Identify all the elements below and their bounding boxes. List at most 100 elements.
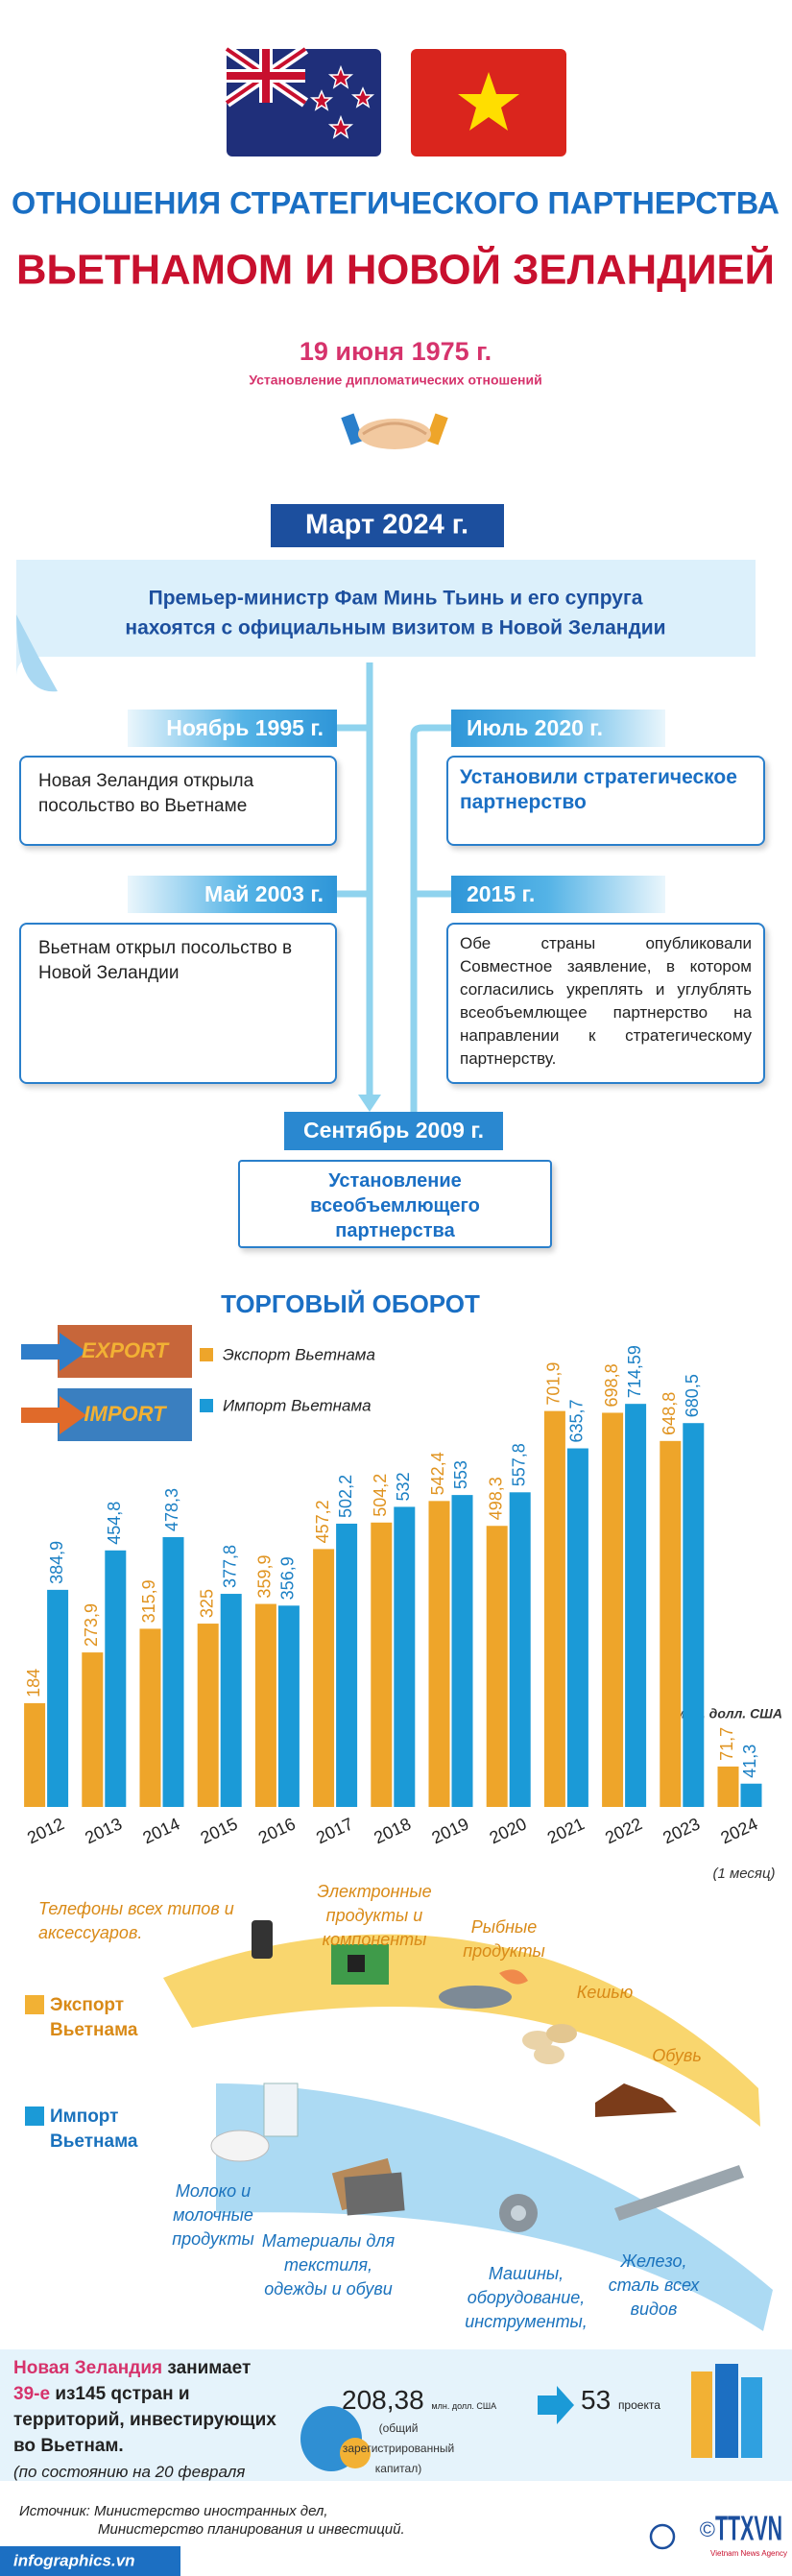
shrimp-icon: [499, 1969, 528, 1985]
legend-text: Экспорт: [50, 1995, 125, 2015]
product-text: Материалы для: [261, 2231, 396, 2251]
container-icon: [21, 1325, 192, 1441]
fish-icon: [439, 1986, 512, 2009]
value-label: 532: [394, 1472, 413, 1501]
milk-icon: [263, 2082, 299, 2137]
timeline-date: Сентябрь 2009 г.: [303, 1118, 484, 1143]
stars: [309, 64, 375, 139]
bar: [197, 1624, 219, 1807]
visit-date: Март 2024 г.: [305, 510, 468, 541]
capital-value: 208,38: [342, 2385, 424, 2415]
product-text: Электронные: [317, 1882, 432, 1901]
books-icon: [691, 2364, 762, 2458]
value-label: 184: [24, 1669, 43, 1697]
value-label: 478,3: [162, 1488, 181, 1531]
timeline-date: Ноябрь 1995 г.: [128, 710, 337, 747]
value-label: 377,8: [220, 1545, 239, 1588]
import-product: Молоко и молочные продукты: [154, 2179, 273, 2251]
bar: [683, 1423, 705, 1807]
value-label: 698,8: [602, 1363, 621, 1407]
agency-logo: TTXVN: [715, 2509, 782, 2548]
bar: [336, 1523, 358, 1807]
legend-swatch: [25, 2107, 44, 2126]
bar: [660, 1440, 682, 1807]
value-label: 498,3: [486, 1477, 505, 1520]
chip: [348, 1955, 365, 1972]
source-text: Министерство планирования и инвестиций.: [98, 2521, 405, 2538]
value-label: 635,7: [567, 1399, 587, 1442]
product-text: Рыбные: [470, 1917, 538, 1937]
fabric-icon: [344, 2172, 405, 2216]
value-label: 714,59: [625, 1345, 644, 1398]
title-line2: ВЬЕТНАМОМ И НОВОЙ ЗЕЛАНДИЕЙ: [16, 245, 775, 294]
product-text: продукты: [463, 1941, 545, 1961]
timeline-arrow: [358, 1095, 381, 1112]
star: [458, 72, 519, 131]
projects-value: 53: [581, 2385, 612, 2415]
caption-text: капитал): [374, 2462, 422, 2475]
star: [309, 89, 334, 111]
value-label: 384,9: [47, 1541, 66, 1584]
chart-title: ТОРГОВЫЙ ОБОРОТ: [221, 1289, 480, 1318]
caption-text: (общий зарегистрированный: [342, 2421, 455, 2455]
product-icons: [210, 1920, 744, 2232]
legend-swatch: [200, 1348, 213, 1361]
bar: [451, 1495, 473, 1807]
bar: [566, 1448, 588, 1807]
rank-text: во Вьетнам.: [13, 2436, 124, 2456]
export-product: Телефоны всех типов и аксессуаров.: [38, 1897, 259, 1945]
product-text: видов: [630, 2299, 678, 2319]
verb: занимает: [167, 2358, 252, 2378]
cashew-icon: [522, 2031, 553, 2050]
period-note: (1 месяц): [712, 1866, 775, 1882]
legend-label: Экспорт Вьетнама: [223, 1345, 375, 1363]
value-label: 356,9: [278, 1556, 298, 1600]
legend-label: Импорт Вьетнама: [223, 1396, 372, 1414]
phone-icon: [252, 1920, 273, 1959]
flag-new-zealand: [223, 44, 381, 156]
bar: [486, 1526, 508, 1807]
import-band: [216, 2083, 773, 2331]
value-label: 648,8: [660, 1392, 679, 1435]
flag-vietnam: [411, 49, 566, 156]
arrow: [538, 2386, 574, 2424]
founding-caption: Установление дипломатических отношений: [249, 373, 541, 388]
x-tick-label: 2012: [24, 1814, 67, 1847]
handshake-icon: [341, 413, 448, 449]
export-product: Кешью: [562, 1981, 648, 2005]
timeline-date: 2015 г.: [451, 876, 665, 913]
x-tick-label: 2014: [140, 1814, 183, 1847]
star: [350, 86, 375, 108]
union-jack: [223, 44, 309, 108]
bar: [220, 1594, 242, 1807]
product-text: одежды и обуви: [264, 2279, 393, 2299]
value-label: 680,5: [683, 1374, 702, 1417]
cashew-icon: [534, 2045, 564, 2064]
agency-sub: Vietnam News Agency: [710, 2549, 787, 2558]
container-label: IMPORT: [84, 1402, 167, 1426]
bowl-icon: [210, 2130, 270, 2162]
country: Новая Зеландия: [13, 2358, 163, 2378]
bar: [162, 1536, 184, 1807]
bar: [82, 1652, 104, 1807]
timeline-connector: [410, 724, 451, 735]
arrow-import: [21, 1396, 86, 1434]
x-tick-label: 2021: [544, 1814, 588, 1847]
bar: [277, 1605, 300, 1807]
product-text: Телефоны всех типов и: [38, 1899, 234, 1918]
value-label: 71,7: [717, 1727, 736, 1761]
rank-text: территорий, инвестирующих: [13, 2410, 276, 2430]
tag-2009: [284, 1112, 503, 1150]
coin: [340, 2438, 371, 2468]
value-label: 41,3: [740, 1745, 759, 1778]
bar: [740, 1783, 762, 1807]
product-text: оборудование,: [467, 2288, 586, 2307]
export-product: Обувь: [634, 2044, 720, 2068]
value-label: 359,9: [255, 1555, 275, 1599]
rank-text: из145 qстран и: [55, 2384, 190, 2404]
site: infographics.vn: [13, 2551, 135, 2569]
product-text: продукты и: [325, 1906, 423, 1925]
timeline-date: Июль 2020 г.: [451, 710, 665, 747]
bar: [394, 1506, 416, 1807]
